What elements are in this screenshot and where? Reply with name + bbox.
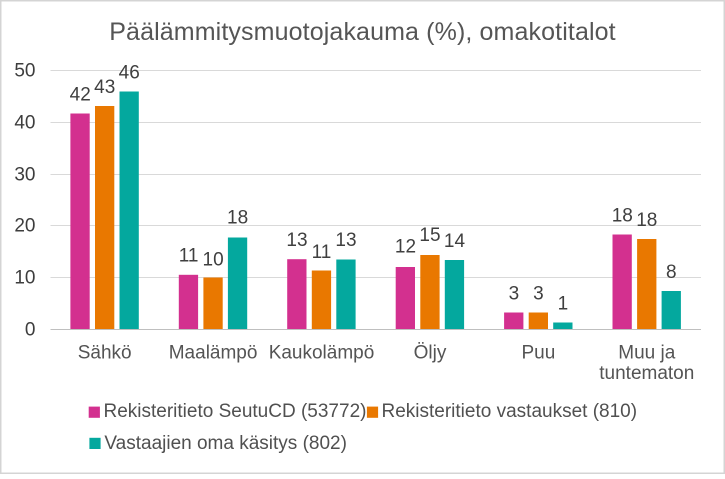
svg-text:18: 18 [612, 206, 633, 227]
svg-text:50: 50 [14, 61, 35, 82]
svg-text:Puu: Puu [521, 342, 555, 363]
svg-text:12: 12 [395, 237, 416, 258]
svg-text:Vastaajien oma käsitys (802): Vastaajien oma käsitys (802) [104, 433, 347, 454]
svg-text:Päälämmitysmuotojakauma (%), o: Päälämmitysmuotojakauma (%), omakotitalo… [109, 18, 616, 46]
svg-text:3: 3 [533, 284, 544, 305]
svg-text:0: 0 [25, 320, 36, 341]
svg-text:43: 43 [94, 77, 115, 98]
svg-text:18: 18 [227, 208, 248, 229]
svg-text:3: 3 [509, 284, 520, 305]
svg-text:Rekisteritieto SeutuCD (53772): Rekisteritieto SeutuCD (53772) [104, 401, 367, 422]
svg-text:15: 15 [419, 225, 440, 246]
svg-text:13: 13 [286, 230, 307, 251]
svg-text:40: 40 [14, 113, 35, 134]
svg-text:Öljy: Öljy [414, 342, 447, 363]
svg-text:Sähkö: Sähkö [78, 342, 132, 363]
svg-text:10: 10 [14, 268, 35, 289]
svg-text:13: 13 [335, 230, 356, 251]
svg-text:8: 8 [666, 262, 677, 283]
svg-text:42: 42 [70, 85, 91, 106]
svg-text:Muu ja: Muu ja [618, 342, 675, 363]
svg-text:30: 30 [14, 165, 35, 186]
svg-text:tuntematon: tuntematon [599, 363, 694, 384]
svg-text:Rekisteritieto vastaukset (810: Rekisteritieto vastaukset (810) [382, 401, 638, 422]
svg-text:11: 11 [312, 242, 332, 263]
svg-text:Maalämpö: Maalämpö [169, 342, 258, 363]
svg-text:14: 14 [444, 231, 466, 252]
svg-text:10: 10 [203, 249, 224, 270]
svg-text:Kaukolämpö: Kaukolämpö [269, 342, 375, 363]
svg-text:18: 18 [636, 210, 657, 231]
svg-text:11: 11 [179, 246, 199, 267]
svg-text:1: 1 [558, 294, 569, 315]
svg-text:20: 20 [14, 216, 35, 237]
svg-text:46: 46 [119, 63, 140, 84]
